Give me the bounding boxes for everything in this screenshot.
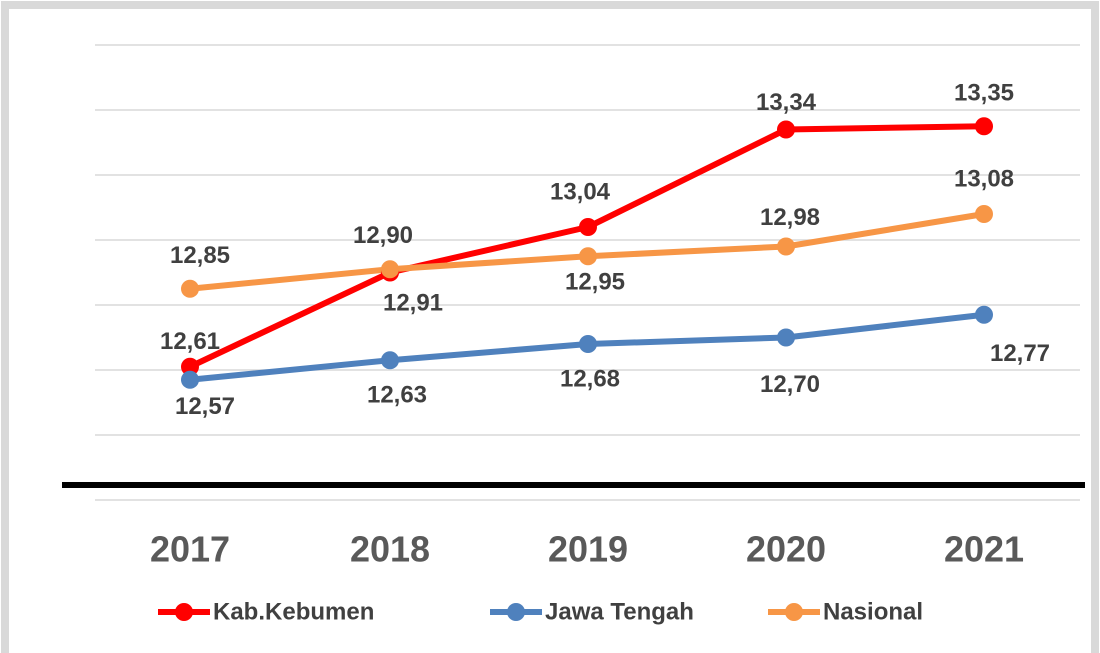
data-label: 13,34 — [756, 89, 817, 116]
data-label: 12,98 — [760, 204, 820, 231]
legend-label: Nasional — [823, 598, 923, 625]
point — [381, 351, 399, 370]
point — [777, 237, 795, 256]
data-label: 13,04 — [550, 178, 611, 205]
point — [381, 260, 399, 279]
point — [975, 305, 993, 324]
data-label: 12,85 — [170, 242, 230, 269]
point — [181, 357, 199, 376]
legend-marker — [175, 603, 193, 621]
data-label: 12,57 — [175, 393, 235, 420]
point — [777, 120, 795, 139]
data-label: 12,61 — [160, 328, 220, 355]
data-label: 13,08 — [954, 165, 1014, 192]
x-tick-label: 2017 — [150, 529, 230, 570]
data-label: 12,70 — [760, 371, 820, 398]
data-label: 12,63 — [367, 382, 427, 409]
data-label: 12,77 — [990, 340, 1050, 367]
x-tick-label: 2018 — [350, 529, 430, 570]
legend-label: Jawa Tengah — [545, 598, 694, 625]
point — [975, 117, 993, 136]
legend-label: Kab.Kebumen — [213, 598, 374, 625]
point — [579, 218, 597, 236]
legend-marker — [507, 603, 525, 621]
data-label: 12,91 — [383, 290, 443, 317]
point — [181, 370, 199, 389]
point — [975, 205, 993, 223]
data-label: 12,90 — [353, 222, 413, 249]
x-tick-label: 2019 — [548, 529, 628, 570]
point — [579, 335, 597, 353]
point — [579, 247, 597, 266]
data-label: 12,95 — [565, 269, 625, 296]
x-tick-label: 2020 — [746, 529, 826, 570]
data-label: 12,68 — [560, 365, 620, 392]
point — [181, 279, 199, 298]
data-label: 13,35 — [954, 80, 1014, 107]
legend-marker — [785, 603, 803, 621]
x-tick-label: 2021 — [944, 529, 1024, 570]
point — [777, 328, 795, 347]
